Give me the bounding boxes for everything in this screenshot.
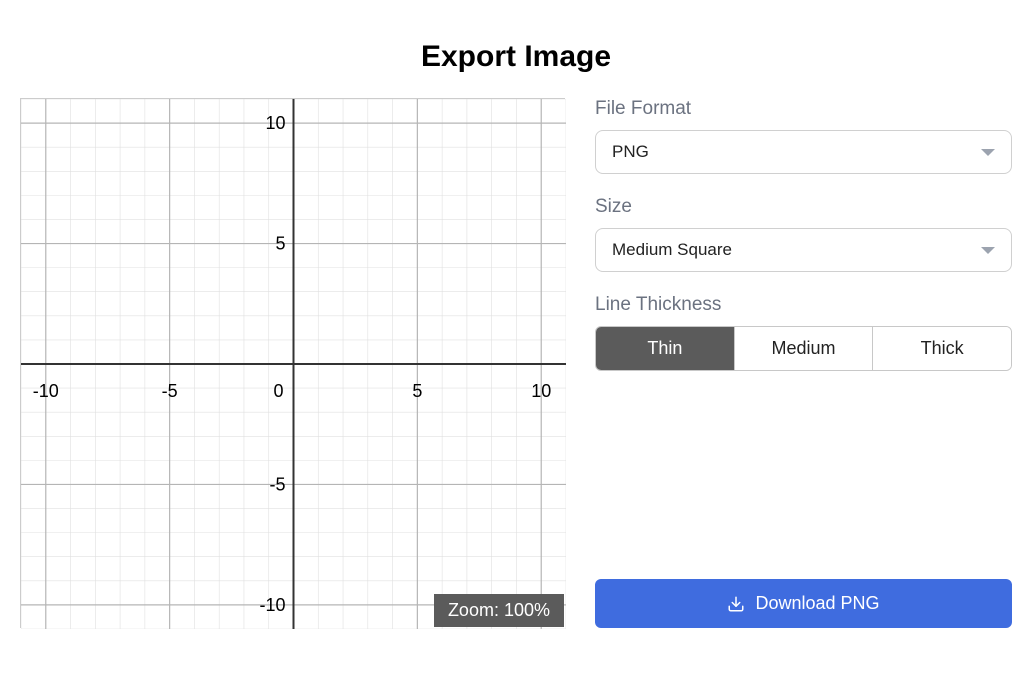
coordinate-grid: -10 -5 0 5 10 -10 -5 5 10 bbox=[21, 99, 566, 629]
file-format-label: File Format bbox=[595, 98, 1012, 120]
svg-text:10: 10 bbox=[265, 113, 285, 133]
download-button[interactable]: Download PNG bbox=[595, 579, 1012, 628]
graph-canvas[interactable]: -10 -5 0 5 10 -10 -5 5 10 Zoom: 100% bbox=[20, 98, 565, 628]
page-title: Export Image bbox=[20, 40, 1012, 74]
svg-text:5: 5 bbox=[412, 381, 422, 401]
svg-text:0: 0 bbox=[273, 381, 283, 401]
chevron-down-icon bbox=[981, 247, 995, 254]
thickness-option-thin[interactable]: Thin bbox=[596, 327, 735, 370]
chevron-down-icon bbox=[981, 149, 995, 156]
line-thickness-segmented: Thin Medium Thick bbox=[595, 326, 1012, 371]
size-value: Medium Square bbox=[612, 240, 732, 260]
line-thickness-label: Line Thickness bbox=[595, 294, 1012, 316]
graph-preview-panel: -10 -5 0 5 10 -10 -5 5 10 Zoom: 100% bbox=[20, 98, 565, 628]
svg-text:-5: -5 bbox=[162, 381, 178, 401]
zoom-badge: Zoom: 100% bbox=[434, 594, 564, 627]
file-format-select[interactable]: PNG bbox=[595, 130, 1012, 174]
size-label: Size bbox=[595, 196, 1012, 218]
download-icon bbox=[727, 595, 745, 613]
svg-text:5: 5 bbox=[275, 234, 285, 254]
svg-text:-5: -5 bbox=[269, 474, 285, 494]
thickness-option-medium[interactable]: Medium bbox=[735, 327, 874, 370]
size-select[interactable]: Medium Square bbox=[595, 228, 1012, 272]
download-button-label: Download PNG bbox=[755, 593, 879, 614]
svg-text:10: 10 bbox=[531, 381, 551, 401]
thickness-option-thick[interactable]: Thick bbox=[873, 327, 1011, 370]
svg-text:-10: -10 bbox=[259, 595, 285, 615]
file-format-value: PNG bbox=[612, 142, 649, 162]
export-options-panel: File Format PNG Size Medium Square Line … bbox=[595, 98, 1012, 628]
svg-text:-10: -10 bbox=[33, 381, 59, 401]
